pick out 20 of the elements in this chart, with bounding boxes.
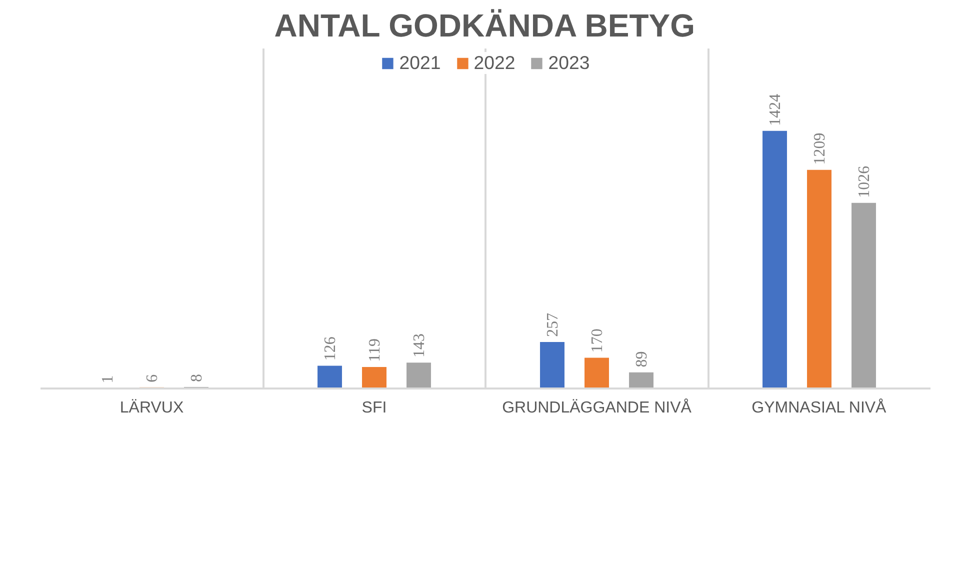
x-tick-label: GRUNDLÄGGANDE NIVÅ [502,398,692,416]
data-label: 89 [634,351,651,368]
data-label: 257 [544,312,562,337]
data-label: 1209 [812,132,829,165]
data-label: 1026 [856,166,874,198]
x-tick-label: GYMNASIAL NIVÅ [752,398,887,416]
data-label: 8 [188,374,206,382]
data-label: 126 [322,336,340,361]
chart-title: ANTAL GODKÄNDA BETYG [274,8,695,44]
legend-label: 2023 [548,52,590,74]
legend-label: 2022 [474,52,516,74]
data-label: 119 [366,338,384,362]
data-label: 170 [589,328,606,353]
x-tick-label: SFI [362,400,387,416]
data-label: 1 [100,375,117,384]
data-label: 6 [144,374,162,382]
legend-label: 2021 [399,52,441,74]
x-tick-label: LÄRVUX [120,398,184,416]
data-label: 143 [411,334,428,358]
data-label: 1424 [767,94,784,126]
